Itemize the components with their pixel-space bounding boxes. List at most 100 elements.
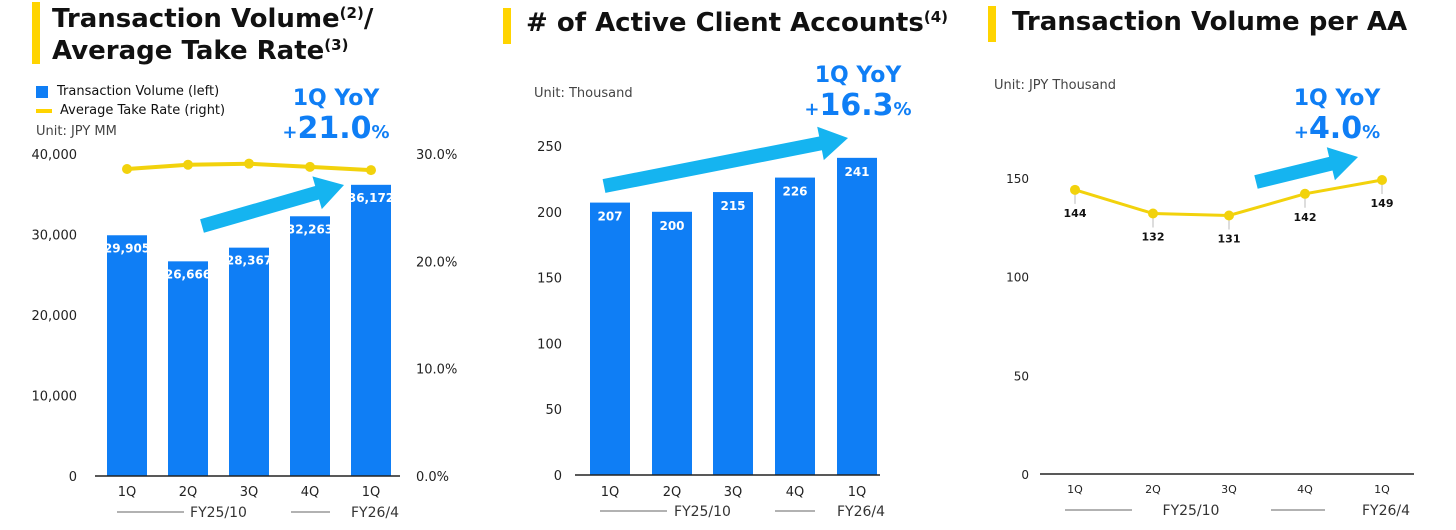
unit-label: Unit: JPY Thousand <box>994 78 1117 93</box>
yoy-callout: 1Q YoY +21.0% <box>276 86 396 150</box>
x-tick-label: 3Q <box>1221 483 1237 496</box>
x-tick-label: 2Q <box>1145 483 1161 496</box>
yoy-number: 4.0 <box>1308 111 1363 146</box>
bar-data-label: 32,263 <box>287 222 333 236</box>
y2-tick-label: 0.0% <box>416 470 449 485</box>
panel-volume-per-aa: Transaction Volume per AA Unit: JPY Thou… <box>970 0 1456 530</box>
y-tick-label: 250 <box>537 140 562 155</box>
y-tick-label: 0 <box>554 469 562 484</box>
title-footnote: (4) <box>923 8 948 26</box>
unit-label: Unit: Thousand <box>534 86 633 101</box>
y2-tick-label: 30.0% <box>416 148 457 163</box>
y-tick-label: 40,000 <box>32 148 78 163</box>
chart-transaction-volume: 0 10,000 20,000 30,000 40,000 0.0% 10.0% 20.0% 3… <box>32 148 458 521</box>
y2-tick-label: 10.0% <box>416 363 457 378</box>
legend-bar-label: Transaction Volume (left) <box>57 84 220 99</box>
point-data-label: 144 <box>1064 207 1087 220</box>
fiscal-group-label: FY26/4 <box>837 504 885 520</box>
yoy-percent: % <box>893 99 912 120</box>
yoy-label: 1Q YoY <box>814 63 902 88</box>
chart-active-accounts: 0 50 100 150 200 250 207 200 215 226 241 1Q 2Q 3Q 4Q 1Q… <box>537 126 885 520</box>
x-tick-label: 1Q <box>601 485 620 500</box>
title-accent-bar <box>988 6 996 42</box>
chart-title: Transaction Volume(2)/ Average Take Rate… <box>52 3 373 67</box>
yoy-sign: + <box>804 99 820 120</box>
y-tick-label: 30,000 <box>32 229 78 244</box>
x-tick-label: 2Q <box>663 485 682 500</box>
bar <box>229 247 269 476</box>
bar-data-label: 200 <box>659 219 684 233</box>
title-text: # of Active Client Accounts <box>526 8 924 38</box>
point-data-label: 149 <box>1371 197 1394 210</box>
y-tick-label: 200 <box>537 206 562 221</box>
chart-volume-per-aa: 0 50 100 150 144 132 131 142 149 1Q 2Q 3Q 4Q 1Q FY25/1… <box>1006 147 1414 519</box>
yoy-percent: % <box>371 122 390 143</box>
title-separator: / <box>363 4 374 34</box>
bar-data-label: 28,367 <box>226 254 272 268</box>
y2-tick-label: 20.0% <box>416 255 457 270</box>
yoy-sign: + <box>282 122 298 143</box>
take-rate-point <box>183 159 193 170</box>
yoy-value: +21.0% <box>276 112 396 150</box>
yoy-value: +16.3% <box>798 89 918 127</box>
chart-title: # of Active Client Accounts(4) <box>526 7 948 39</box>
x-tick-label: 1Q <box>1067 483 1083 496</box>
data-point <box>1224 210 1234 221</box>
panel-active-accounts: # of Active Client Accounts(4) Unit: Tho… <box>480 0 970 530</box>
x-tick-label: 1Q <box>1374 483 1390 496</box>
bar <box>168 261 208 476</box>
bar-data-label: 215 <box>720 199 745 213</box>
x-tick-label: 4Q <box>301 485 320 500</box>
x-tick-label: 4Q <box>786 485 805 500</box>
x-tick-label: 2Q <box>179 485 198 500</box>
yoy-callout: 1Q YoY +16.3% <box>798 63 918 127</box>
bar-data-label: 29,905 <box>104 241 150 255</box>
y-tick-label: 20,000 <box>32 309 78 324</box>
fiscal-group-label: FY26/4 <box>351 505 399 521</box>
bar-data-label: 26,666 <box>165 267 211 281</box>
data-point <box>1377 174 1387 185</box>
yoy-callout: 1Q YoY +4.0% <box>1282 86 1392 150</box>
take-rate-point <box>244 158 254 169</box>
bar <box>290 216 330 477</box>
y-tick-label: 100 <box>1006 271 1029 285</box>
growth-arrow-icon <box>200 176 344 233</box>
unit-label: Unit: JPY MM <box>36 124 117 139</box>
y-tick-label: 150 <box>537 272 562 287</box>
x-tick-label: 4Q <box>1297 483 1313 496</box>
point-data-label: 132 <box>1142 231 1165 244</box>
y-tick-label: 100 <box>537 337 562 352</box>
fiscal-group-label: FY25/10 <box>1163 503 1220 519</box>
bar <box>590 202 630 475</box>
legend-line-swatch <box>36 108 52 113</box>
fiscal-group-label: FY25/10 <box>190 505 247 521</box>
fiscal-group-label: FY26/4 <box>1362 503 1410 519</box>
chart-legend: Transaction Volume (left) Average Take R… <box>36 82 225 120</box>
take-rate-point <box>122 164 132 175</box>
y-tick-label: 0 <box>69 470 77 485</box>
title-footnote: (2) <box>339 4 364 22</box>
fiscal-group-label: FY25/10 <box>674 504 731 520</box>
bar <box>107 235 147 476</box>
bar-data-label: 226 <box>782 185 807 199</box>
data-point <box>1148 208 1158 219</box>
legend-bar-swatch <box>36 85 48 98</box>
title-text: Transaction Volume <box>52 4 340 34</box>
bar <box>351 184 391 476</box>
panel-transaction-volume: Transaction Volume(2)/ Average Take Rate… <box>0 0 480 530</box>
legend-item-line: Average Take Rate (right) <box>36 101 225 120</box>
bar <box>837 157 877 475</box>
y-tick-label: 150 <box>1006 172 1029 186</box>
y-tick-label: 50 <box>545 403 562 418</box>
title-accent-bar <box>32 2 40 64</box>
chart-title: Transaction Volume per AA <box>1012 6 1407 38</box>
yoy-label: 1Q YoY <box>1293 86 1381 111</box>
take-rate-point <box>305 161 315 172</box>
x-tick-label: 1Q <box>118 485 137 500</box>
title-accent-bar <box>503 8 511 44</box>
legend-item-bar: Transaction Volume (left) <box>36 82 225 101</box>
data-point <box>1070 184 1080 195</box>
yoy-number: 16.3 <box>819 88 894 123</box>
point-data-label: 131 <box>1218 232 1241 245</box>
take-rate-point <box>366 165 376 176</box>
